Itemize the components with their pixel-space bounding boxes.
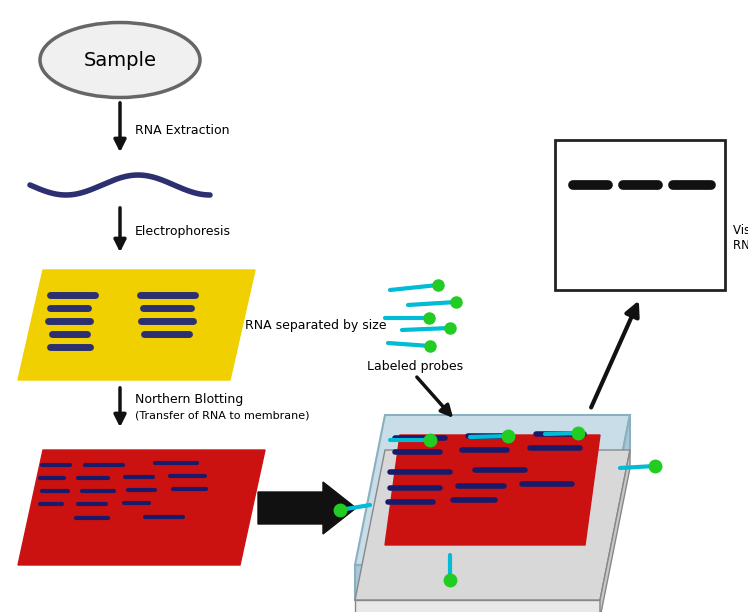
Polygon shape (600, 415, 630, 600)
Text: Visualization of labeled
RNA on X-ray film: Visualization of labeled RNA on X-ray fi… (733, 223, 748, 252)
Polygon shape (18, 270, 255, 380)
Text: Northern Blotting: Northern Blotting (135, 394, 243, 406)
Ellipse shape (40, 23, 200, 97)
Text: Labeled probes: Labeled probes (367, 360, 463, 373)
Polygon shape (355, 415, 630, 565)
Text: RNA separated by size: RNA separated by size (245, 318, 387, 332)
Polygon shape (355, 600, 600, 612)
Polygon shape (355, 450, 630, 600)
Text: Electrophoresis: Electrophoresis (135, 225, 231, 239)
Text: (Transfer of RNA to membrane): (Transfer of RNA to membrane) (135, 411, 310, 421)
Text: Sample: Sample (84, 51, 156, 70)
Bar (555, 140, 725, 290)
Text: RNA Extraction: RNA Extraction (135, 124, 230, 136)
Polygon shape (355, 565, 600, 600)
Polygon shape (385, 435, 600, 545)
Polygon shape (600, 450, 630, 612)
Polygon shape (18, 450, 265, 565)
Polygon shape (258, 482, 356, 534)
